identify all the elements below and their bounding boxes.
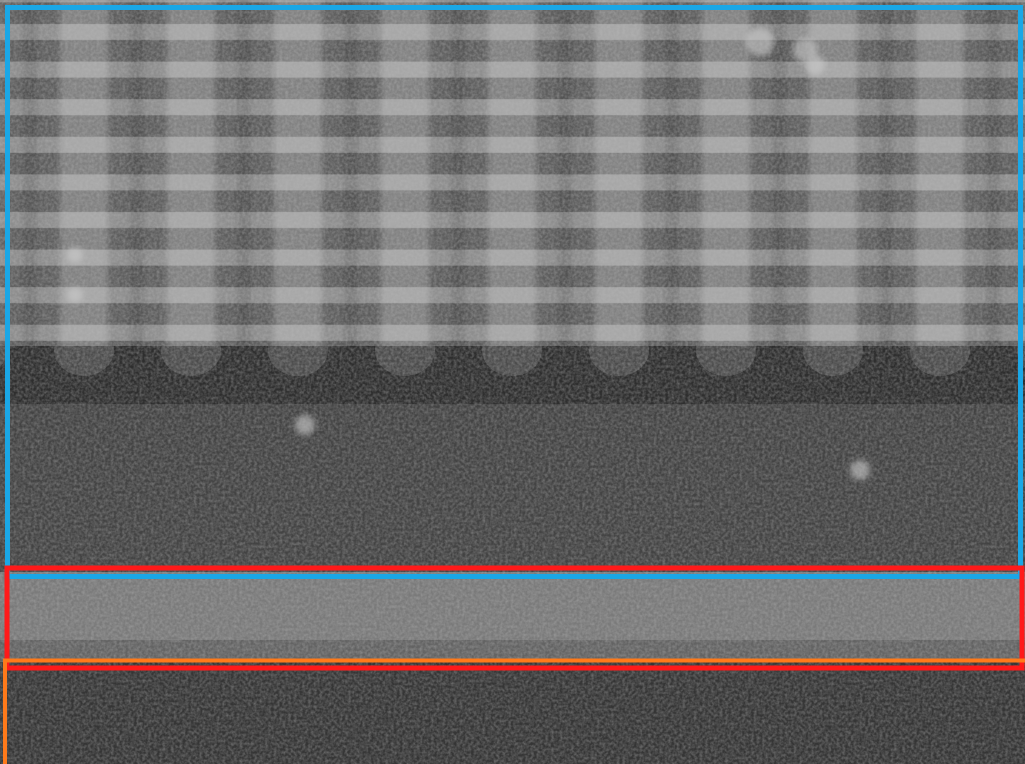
red-box — [4, 565, 1025, 671]
blue-box — [5, 5, 1023, 579]
orange-box — [3, 658, 1025, 764]
